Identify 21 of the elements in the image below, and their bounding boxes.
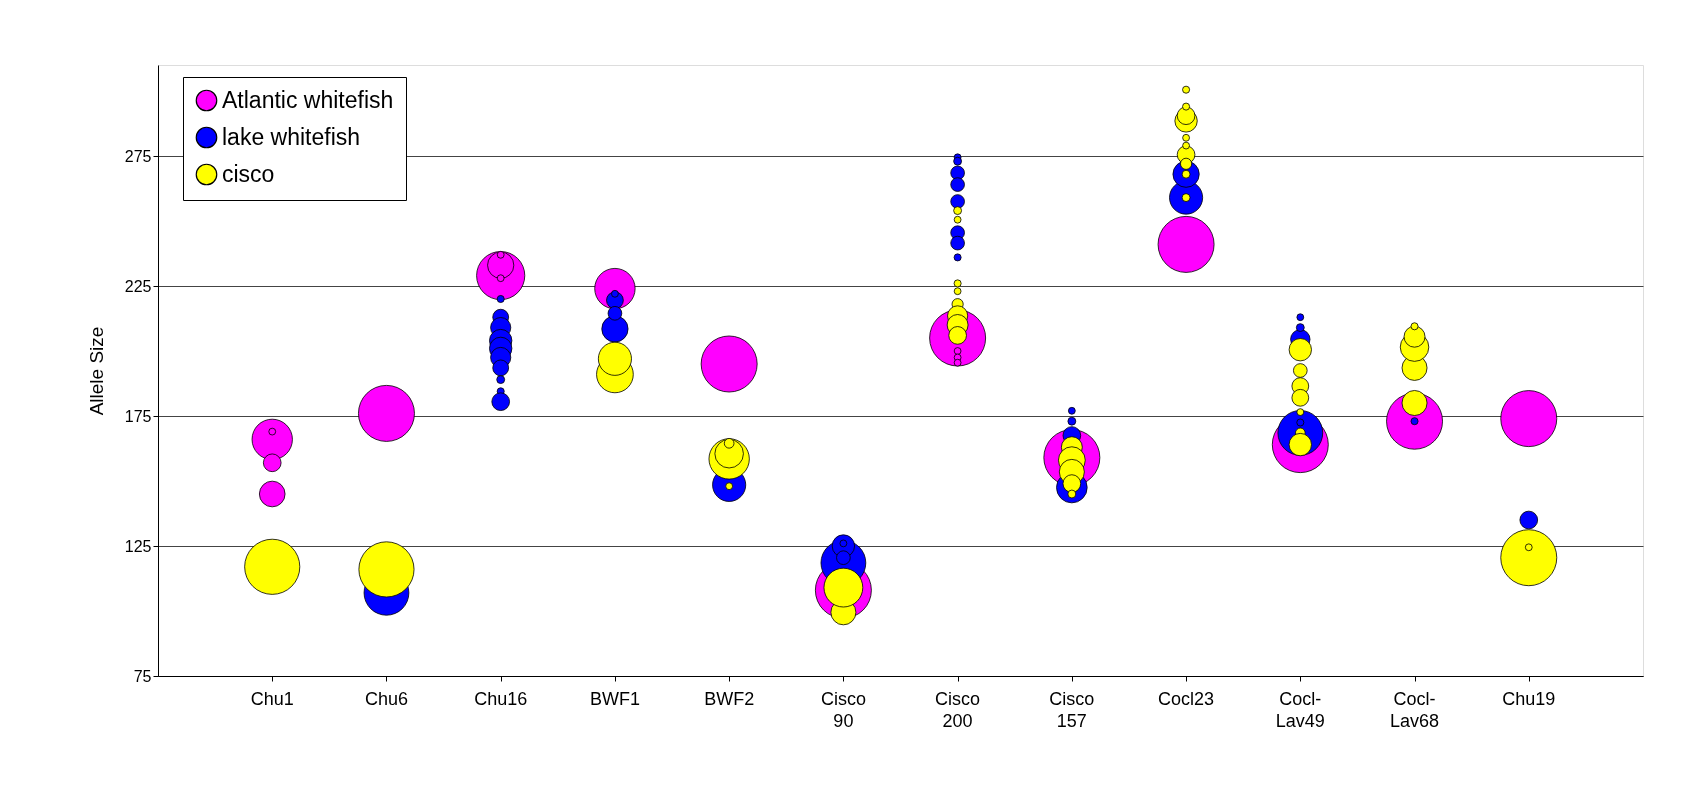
x-tick-label: Chu1 xyxy=(250,689,294,709)
legend-label: cisco xyxy=(222,160,275,187)
y-tick-label: 125 xyxy=(124,537,152,555)
y-tick-label: 175 xyxy=(124,407,152,425)
x-tick-label: Cocl-Lav68 xyxy=(1390,689,1440,731)
x-tick-label: Cocl-Lav49 xyxy=(1275,689,1325,731)
x-tick-label: Chu19 xyxy=(1502,689,1556,709)
y-tick-label: 75 xyxy=(133,667,152,685)
x-tick-label: BWF1 xyxy=(589,689,640,709)
x-tick-label: Cisco 200 xyxy=(935,689,981,731)
legend-label: lake whitefish xyxy=(222,123,361,150)
y-axis-title: Allele Size xyxy=(85,326,107,416)
x-tick-label: Cisco 90 xyxy=(820,689,866,731)
x-tick-label: Cisco 157 xyxy=(1049,689,1095,731)
x-tick-label: BWF2 xyxy=(704,689,755,709)
y-tick-label: 275 xyxy=(124,147,152,165)
legend-label: Atlantic whitefish xyxy=(222,86,394,113)
x-tick-label: Chu6 xyxy=(364,689,408,709)
x-tick-label: Chu16 xyxy=(474,689,528,709)
y-tick-label: 225 xyxy=(124,277,152,295)
x-tick-label: Cocl23 xyxy=(1158,689,1215,709)
